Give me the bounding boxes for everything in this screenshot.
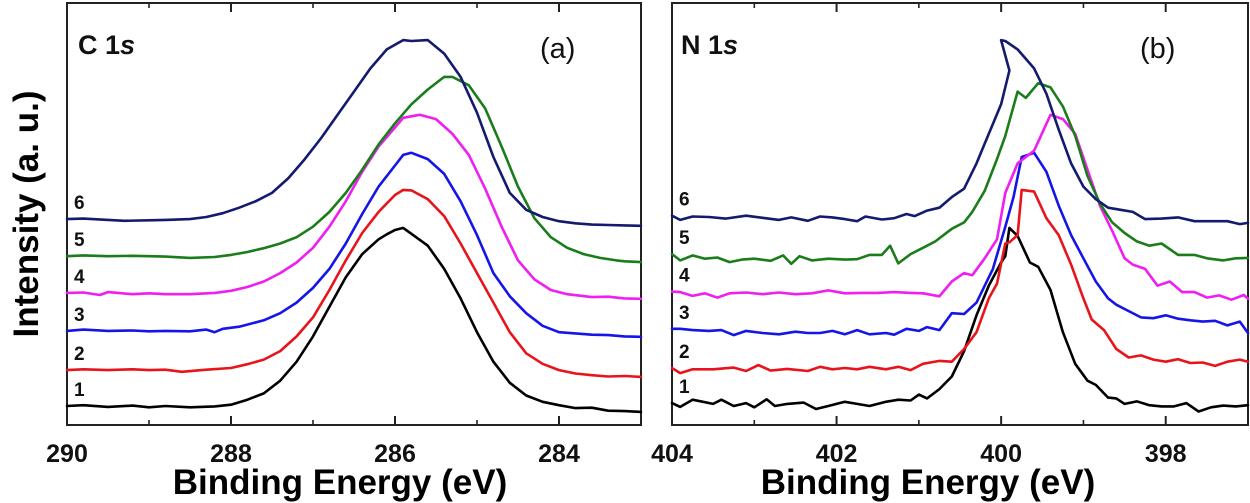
x-tick-label: 402 [816,440,858,468]
panel-b-x-tick-labels: 404 402 400 398 [651,440,1187,468]
panel-b-title-italic: s [723,30,738,60]
curve-label-3: 3 [679,303,690,324]
curve-3 [670,151,1250,337]
x-tick-label: 400 [980,440,1022,468]
panel-a-frame [66,2,642,426]
x-tick-label: 288 [210,440,252,468]
curve-5 [65,75,643,264]
panel-a-c1s: 290 288 286 284 1 2 3 4 5 6 C 1s (a) Binding Ene… [46,2,643,502]
panel-b-curves [670,38,1250,413]
curve-label-1: 1 [679,377,690,398]
curve-label-2: 2 [679,342,690,363]
curve-label-6: 6 [74,193,85,214]
curve-label-4: 4 [74,267,85,288]
panel-a-letter: (a) [540,33,575,65]
x-tick-label: 290 [46,440,88,468]
panel-a-title-main: C 1 [78,30,120,60]
panel-a-x-ticks [66,3,560,425]
y-axis-title: Intensity (a. u.) [7,91,46,338]
panel-b-x-axis-title: Binding Energy (eV) [761,463,1095,502]
panel-a-title: C 1s [78,30,135,60]
x-tick-label: 286 [374,440,416,468]
curve-1 [670,226,1250,413]
panel-a-curves [65,38,643,414]
curve-4 [65,113,643,301]
x-tick-label: 284 [538,440,580,468]
panel-a-title-italic: s [120,30,135,60]
curve-6 [670,38,1250,226]
curve-6 [65,38,643,228]
panel-b-n1s: 404 402 400 398 1 2 3 4 5 6 N 1s (b) Binding Ene… [651,2,1250,502]
panel-a-x-tick-labels: 290 288 286 284 [46,440,580,468]
curve-label-5: 5 [679,228,690,249]
panel-b-letter: (b) [1140,33,1175,65]
curve-label-1: 1 [74,380,85,401]
curve-label-5: 5 [74,230,85,251]
panel-b-x-ticks [671,3,1167,425]
x-tick-label: 404 [651,440,693,468]
panel-b-title-main: N 1 [681,30,723,60]
panel-b-title: N 1s [681,30,738,60]
curve-3 [65,151,643,339]
curve-2 [670,188,1250,375]
panel-a-curve-labels: 1 2 3 4 5 6 [74,193,85,401]
curve-1 [65,226,643,414]
panel-b-frame [671,2,1249,426]
panel-a-x-axis-title: Binding Energy (eV) [173,463,507,502]
curve-4 [670,113,1250,302]
curve-2 [65,188,643,379]
curve-label-2: 2 [74,344,85,365]
x-tick-label: 398 [1145,440,1187,468]
curve-5 [670,81,1250,266]
curve-label-3: 3 [74,305,85,326]
curve-label-6: 6 [679,190,690,211]
panel-b-curve-labels: 1 2 3 4 5 6 [679,190,690,398]
curve-label-4: 4 [679,266,690,287]
